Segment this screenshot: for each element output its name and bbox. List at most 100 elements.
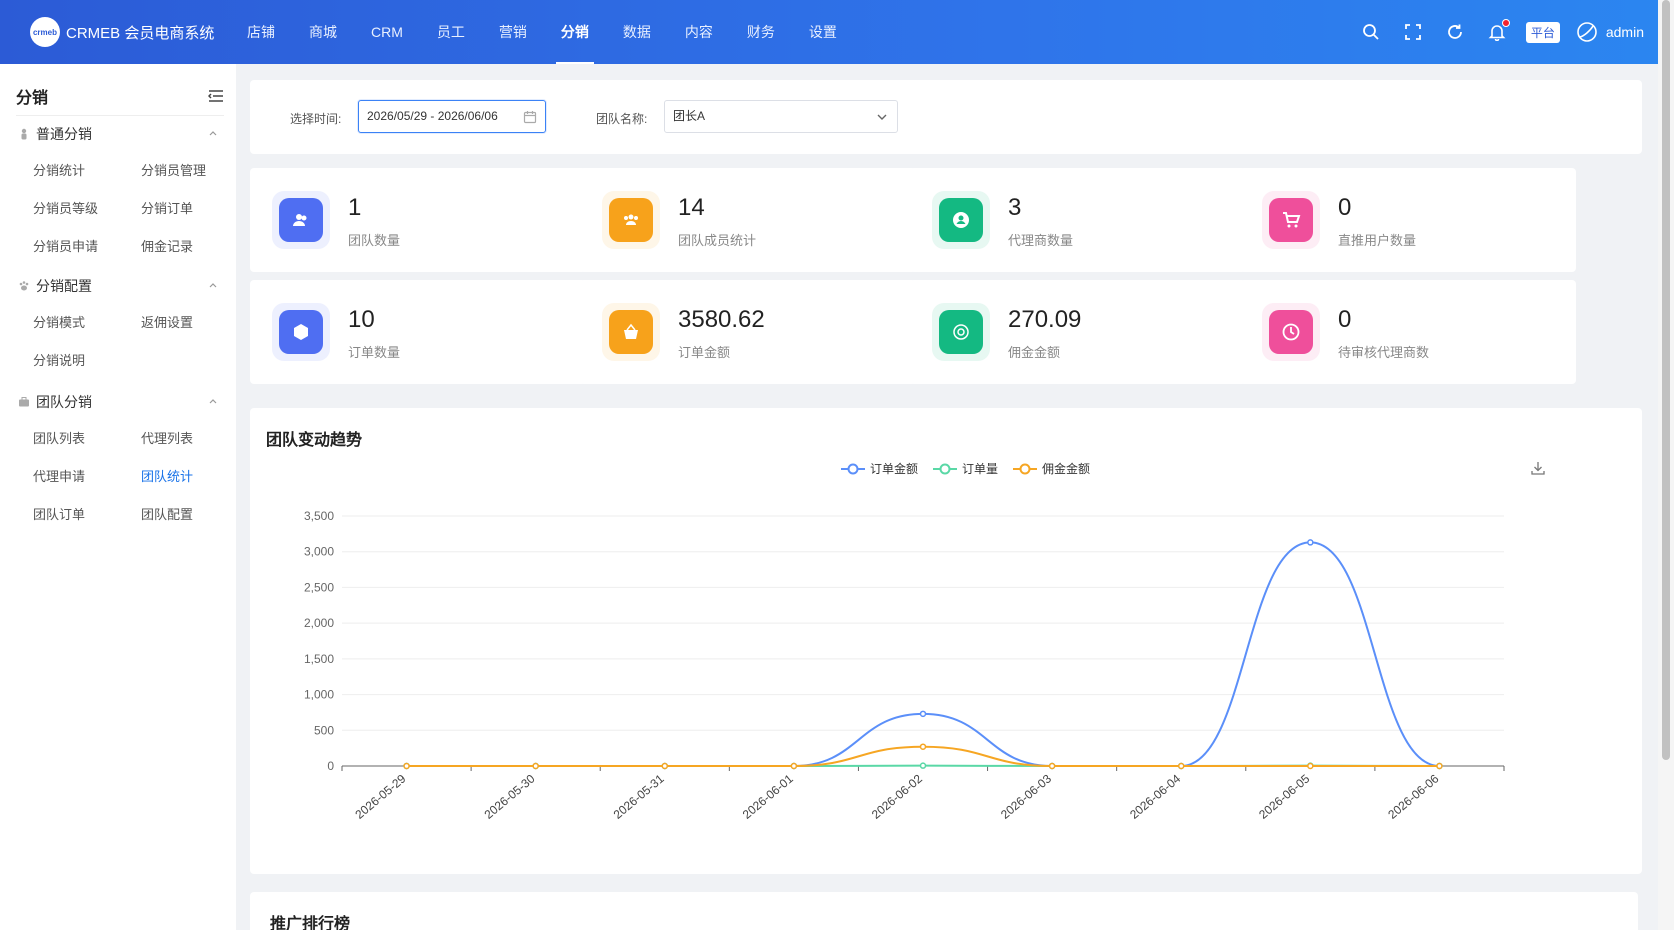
nav-item-3[interactable]: 员工 <box>436 24 465 40</box>
nav-item-8[interactable]: 财务 <box>746 24 775 40</box>
data-point <box>919 762 927 769</box>
ranking-card: 推广排行榜 <box>250 892 1638 930</box>
sidebar-item[interactable]: 团队统计 <box>141 469 194 484</box>
stat-card: 3580.62 订单金额 <box>580 280 916 384</box>
x-tick-label: 2026-06-04 <box>1127 771 1183 821</box>
scrollbar-thumb[interactable] <box>1662 0 1670 760</box>
chart-title: 团队变动趋势 <box>266 432 363 449</box>
stat-label: 团队成员统计 <box>678 233 757 248</box>
sidebar-header: 分销 <box>16 76 224 116</box>
sidebar-item[interactable]: 团队配置 <box>141 507 194 522</box>
x-tick-label: 2026-05-31 <box>611 771 667 821</box>
stat-label: 团队数量 <box>348 233 401 248</box>
nav-item-5[interactable]: 分销 <box>544 0 606 64</box>
download-icon[interactable] <box>1530 460 1546 476</box>
sidebar-group-label: 团队分销 <box>36 394 92 410</box>
logo-text: CRMEB 会员电商系统 <box>66 24 215 42</box>
x-tick-label: 2026-06-02 <box>869 771 925 821</box>
sidebar-item[interactable]: 分销说明 <box>33 353 86 368</box>
search-icon[interactable] <box>1362 23 1380 41</box>
sidebar-item[interactable]: 分销统计 <box>33 163 86 178</box>
chevron-down-icon <box>877 114 887 120</box>
bell-icon[interactable] <box>1488 19 1510 41</box>
legend-label: 订单量 <box>962 462 999 476</box>
sidebar-item[interactable]: 佣金记录 <box>141 239 194 254</box>
sidebar-item[interactable]: 分销员等级 <box>33 201 99 216</box>
chevron-up-icon <box>209 399 217 404</box>
nav-item-0[interactable]: 店铺 <box>247 24 275 40</box>
chart-legend: 订单金额 订单量 佣金金额 <box>840 460 1090 477</box>
sidebar-item[interactable]: 返佣设置 <box>141 315 194 330</box>
y-tick-label: 2,500 <box>304 580 334 594</box>
members-icon <box>609 198 653 242</box>
nav-item-1[interactable]: 商城 <box>309 24 337 40</box>
data-point <box>661 762 669 770</box>
nav-item-2[interactable]: CRM <box>371 24 403 40</box>
data-point <box>919 710 927 718</box>
filter-bar: 选择时间: 2026/05/29 - 2026/06/06 团队名称: 团长A <box>250 80 1642 154</box>
legend-item[interactable]: 订单量 <box>932 460 998 477</box>
team-select[interactable]: 团长A <box>664 100 898 133</box>
y-tick-label: 3,500 <box>304 509 334 523</box>
data-point <box>919 743 927 750</box>
stat-card: 0 待审核代理商数 <box>1240 280 1576 384</box>
sidebar-item[interactable]: 代理列表 <box>141 431 194 446</box>
nav-item-6[interactable]: 数据 <box>622 24 651 40</box>
cart-icon <box>1269 198 1313 242</box>
menu-collapse-icon[interactable] <box>208 89 224 103</box>
sidebar-group-header[interactable]: 普通分销 <box>0 116 236 152</box>
agent-icon <box>939 198 983 242</box>
sidebar-item[interactable]: 团队订单 <box>33 507 86 522</box>
x-tick-label: 2026-06-01 <box>740 771 796 821</box>
stat-card: 0 直推用户数量 <box>1240 168 1576 272</box>
sidebar-item[interactable]: 分销员申请 <box>33 239 99 254</box>
nav-item-9[interactable]: 设置 <box>808 24 837 40</box>
paw-icon <box>19 281 29 291</box>
sidebar-group-header[interactable]: 分销配置 <box>0 268 236 304</box>
legend-marker <box>841 463 865 474</box>
stat-value: 14 <box>678 194 705 221</box>
date-range-value: 2026/05/29 - 2026/06/06 <box>367 109 498 123</box>
sidebar-group-header[interactable]: 团队分销 <box>0 384 236 420</box>
y-tick-label: 1,000 <box>304 688 334 702</box>
legend-item[interactable]: 佣金金额 <box>1012 460 1090 477</box>
stat-label: 订单数量 <box>348 345 401 360</box>
username[interactable]: admin <box>1605 24 1644 40</box>
stat-card: 14 团队成员统计 <box>580 168 916 272</box>
sidebar-item[interactable]: 代理申请 <box>33 469 86 484</box>
date-range-picker[interactable]: 2026/05/29 - 2026/06/06 <box>358 100 546 133</box>
stat-icon-wrap <box>1262 303 1320 361</box>
sidebar-item[interactable]: 分销员管理 <box>141 163 207 178</box>
trend-chart-card: 团队变动趋势 订单金额 订单量 佣金金额 0 500 1,000 1,500 2,000 2,… <box>250 408 1642 874</box>
logo[interactable]: crmeb CRMEB 会员电商系统 <box>30 17 214 47</box>
data-point <box>1436 762 1443 770</box>
legend-label: 佣金金额 <box>1042 462 1091 476</box>
team-icon <box>279 198 323 242</box>
sidebar-item[interactable]: 分销模式 <box>33 315 86 330</box>
y-tick-label: 2,000 <box>304 616 334 630</box>
stat-value: 3 <box>1008 194 1022 221</box>
stat-icon-wrap <box>932 303 990 361</box>
fullscreen-icon[interactable] <box>1404 23 1422 41</box>
legend-item[interactable]: 订单金额 <box>840 460 918 477</box>
stat-icon-wrap <box>602 191 660 249</box>
refresh-icon[interactable] <box>1446 23 1464 41</box>
stat-icon-wrap <box>272 191 330 249</box>
y-tick-label: 3,000 <box>304 545 334 559</box>
stat-label: 佣金金额 <box>1008 345 1061 360</box>
y-tick-label: 1,500 <box>304 652 334 666</box>
data-point <box>790 762 798 770</box>
nav-item-7[interactable]: 内容 <box>684 24 713 40</box>
nav-item-4[interactable]: 营销 <box>498 24 527 40</box>
avatar-icon[interactable] <box>1576 21 1598 43</box>
stat-label: 订单金额 <box>678 345 731 360</box>
stat-card: 3 代理商数量 <box>910 168 1246 272</box>
platform-badge[interactable]: 平台 <box>1525 21 1560 43</box>
sidebar-item[interactable]: 团队列表 <box>33 431 86 446</box>
data-point <box>1307 539 1314 546</box>
page-scrollbar[interactable] <box>1658 0 1674 930</box>
y-tick-label: 500 <box>314 723 334 737</box>
user-icon <box>21 128 27 140</box>
legend-marker <box>1013 463 1038 474</box>
sidebar-item[interactable]: 分销订单 <box>141 201 194 216</box>
